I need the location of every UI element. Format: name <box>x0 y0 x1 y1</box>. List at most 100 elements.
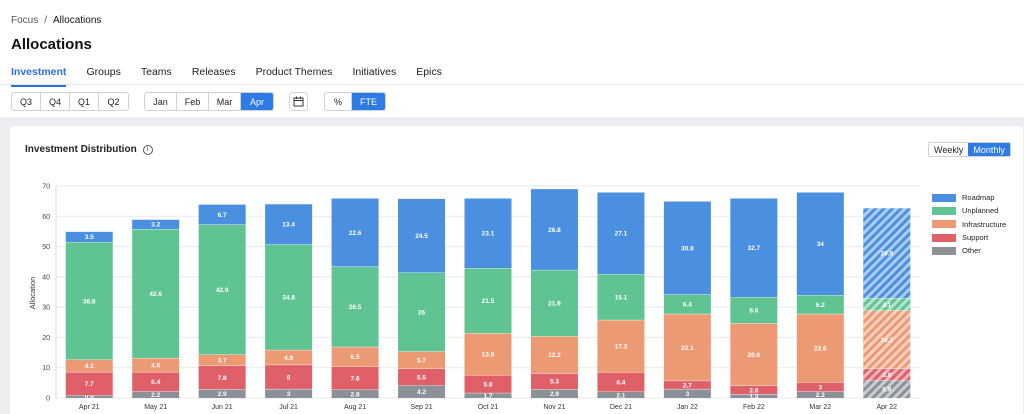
data-label: 7.7 <box>85 381 94 388</box>
month-feb-button[interactable]: Feb <box>177 93 209 110</box>
tab-divider <box>0 84 1024 85</box>
data-label: 2.7 <box>683 382 692 389</box>
bar-segment <box>796 295 844 314</box>
legend-item[interactable]: Roadmap <box>932 191 1006 204</box>
bar-segment <box>265 388 313 398</box>
tab-product-themes[interactable]: Product Themes <box>255 66 333 78</box>
unit-selector: % FTE <box>324 92 386 111</box>
monthly-button[interactable]: Monthly <box>968 143 1010 156</box>
data-label: 2.1 <box>616 392 625 399</box>
data-label: 5.5 <box>417 374 426 381</box>
calendar-icon <box>293 96 304 107</box>
month-apr-button[interactable]: Apr <box>241 93 273 110</box>
legend-item[interactable]: Infrastructure <box>932 218 1006 231</box>
legend-item[interactable]: Support <box>932 231 1006 244</box>
quarter-q1-button[interactable]: Q1 <box>70 93 99 110</box>
weekly-button[interactable]: Weekly <box>934 144 964 155</box>
legend-label: Other <box>962 246 981 256</box>
data-label: 21.5 <box>482 298 495 305</box>
page-title: Allocations <box>11 36 92 53</box>
data-label: 0.9 <box>85 394 94 401</box>
tab-releases[interactable]: Releases <box>191 66 236 78</box>
bar-segment <box>198 389 246 398</box>
data-label: 34 <box>817 241 825 248</box>
data-label: 6.4 <box>616 379 625 386</box>
breadcrumb-focus[interactable]: Focus <box>11 15 39 26</box>
legend-label: Unplanned <box>962 206 999 216</box>
legend-label: Support <box>962 233 989 243</box>
data-label: 5.8 <box>483 382 492 389</box>
bar-segment <box>331 366 379 390</box>
data-label: 3 <box>686 391 690 398</box>
quarter-q2-button[interactable]: Q2 <box>107 96 120 107</box>
legend-item[interactable]: Other <box>932 244 1006 257</box>
x-tick-label: Sep 21 <box>410 404 432 411</box>
bar-segment <box>132 219 180 230</box>
x-tick-label: Jun 21 <box>212 404 233 411</box>
data-label: 4.2 <box>417 389 426 396</box>
tab-investment[interactable]: Investment <box>11 66 67 87</box>
bar-segment <box>265 364 313 389</box>
legend-item[interactable]: Unplanned <box>932 204 1006 217</box>
data-label: 8.6 <box>749 308 758 315</box>
data-label: 29.8 <box>880 250 893 257</box>
data-label: 12.2 <box>548 352 561 359</box>
data-label: 6.7 <box>218 212 227 219</box>
bar-segment <box>65 395 113 398</box>
x-tick-label: Apr 21 <box>79 404 100 411</box>
y-tick-label: 20 <box>42 335 50 342</box>
tab-initiatives[interactable]: Initiatives <box>352 66 397 78</box>
bar-segment <box>597 319 645 373</box>
bar-segment <box>730 323 778 386</box>
month-jan-button[interactable]: Jan <box>145 93 177 110</box>
bar-segment <box>530 188 578 270</box>
bar-segment <box>331 389 379 398</box>
data-label: 6.4 <box>151 379 160 386</box>
month-mar-button[interactable]: Mar <box>209 93 241 110</box>
bar-segment <box>530 269 578 337</box>
card-title: Investment Distribution i <box>25 144 153 155</box>
bar-segment <box>132 358 180 372</box>
data-label: 24.5 <box>415 233 428 240</box>
bar-segment <box>65 371 113 396</box>
card-title-text: Investment Distribution <box>25 144 137 155</box>
y-tick-label: 50 <box>42 244 50 251</box>
data-label: 4.9 <box>284 355 293 362</box>
bar-segment <box>464 198 512 269</box>
x-tick-label: Oct 21 <box>478 404 499 411</box>
data-label: 4.1 <box>85 363 94 370</box>
x-tick-label: Mar 22 <box>809 404 831 411</box>
bar-segment <box>265 349 313 365</box>
unit-fte-button[interactable]: FTE <box>352 93 385 110</box>
data-label: 7.6 <box>351 376 360 383</box>
data-label: 6.5 <box>351 354 360 361</box>
tab-teams[interactable]: Teams <box>140 66 172 78</box>
bar-segment <box>730 385 778 395</box>
data-label: 6.2 <box>816 302 825 309</box>
data-label: 27.1 <box>615 231 628 238</box>
bar-segment <box>198 224 246 355</box>
bar-segment <box>265 244 313 350</box>
info-icon[interactable]: i <box>142 144 153 155</box>
data-label: 6.4 <box>683 302 692 309</box>
legend-swatch <box>932 233 956 242</box>
bar-segment <box>730 394 778 398</box>
bar-segment <box>464 333 512 376</box>
tab-groups[interactable]: Groups <box>86 66 121 78</box>
quarter-q3-button[interactable]: Q3 <box>12 93 41 110</box>
x-tick-label: Aug 21 <box>344 404 366 411</box>
x-tick-label: Jul 21 <box>279 404 298 411</box>
breadcrumb-current: Allocations <box>53 15 102 26</box>
date-picker-button[interactable] <box>289 92 308 111</box>
bar-segment <box>331 346 379 367</box>
data-label: 3.8 <box>882 372 891 379</box>
data-label: 5.9 <box>882 387 891 394</box>
unit-percent-button[interactable]: % <box>325 93 352 110</box>
quarter-q4-button[interactable]: Q4 <box>41 93 70 110</box>
bar-segment <box>464 268 512 334</box>
bar-segment <box>198 365 246 390</box>
data-label: 20.6 <box>748 352 761 359</box>
data-label: 23.1 <box>482 231 495 238</box>
tab-epics[interactable]: Epics <box>416 66 442 78</box>
